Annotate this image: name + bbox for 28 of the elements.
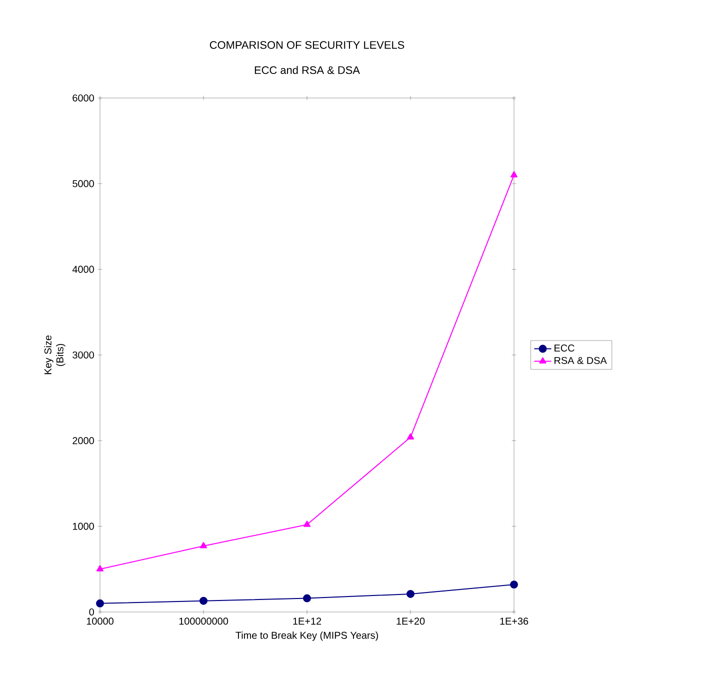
x-tick-label: 1E+12 [293, 618, 322, 625]
y-tick-label: 6000 [72, 94, 94, 102]
point [510, 171, 518, 178]
x-tick-label: 1E+36 [500, 618, 528, 625]
point [96, 565, 104, 572]
point [406, 433, 414, 440]
legend-label: ECC [554, 344, 574, 352]
point [200, 596, 208, 605]
y-tick-label: 1000 [72, 522, 94, 530]
x-tick-label: 10000 [86, 618, 114, 625]
point [96, 599, 104, 608]
x-tick-label: 1E+20 [396, 618, 425, 625]
y-axis-title: Key Size (Bits) [44, 336, 66, 374]
y-tick-label: 0 [89, 608, 94, 616]
chart-subtitle: ECC and RSA & DSA [254, 66, 360, 74]
point [303, 594, 311, 602]
y-tick-label: 3000 [72, 351, 94, 359]
y-tick-label: 2000 [72, 437, 94, 444]
chart-title: COMPARISON OF SECURITY LEVELS [210, 41, 404, 49]
y-tick-label: 5000 [72, 180, 94, 188]
x-axis-title: Time to Break Key (MIPS Years) [236, 632, 378, 641]
point [510, 580, 518, 589]
point [200, 542, 208, 548]
legend-label: RSA & DSA [554, 356, 607, 364]
x-tick-label: 100000000 [179, 618, 228, 625]
y-tick-label: 4000 [72, 266, 94, 273]
point [303, 520, 311, 527]
point [406, 590, 414, 598]
